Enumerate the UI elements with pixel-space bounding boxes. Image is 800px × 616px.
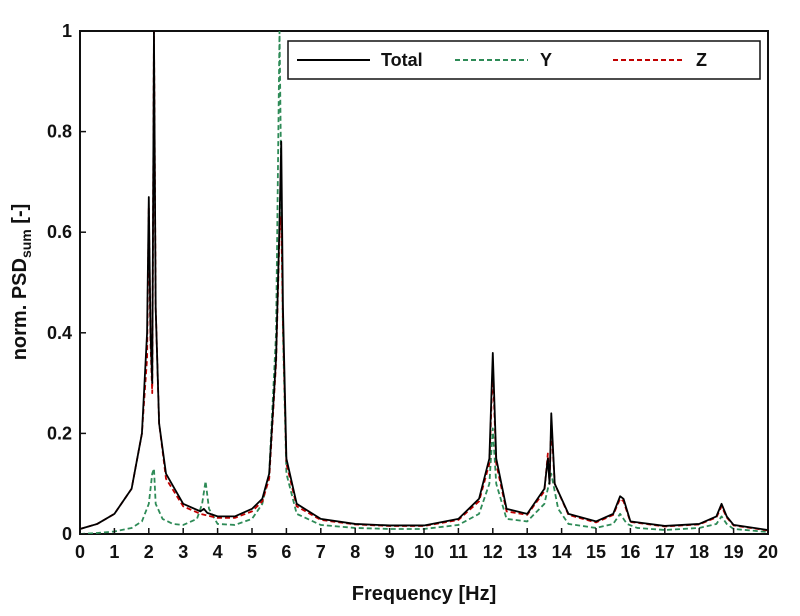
x-axis: 0 1 2 3 4 5 6 7 8 9 10 11 12 13 14 15 16 17 18 19 20 xyxy=(75,528,778,562)
y-tick-label: 0.2 xyxy=(47,423,72,443)
y-tick-label: 0 xyxy=(62,524,72,544)
y-tick-label: 1 xyxy=(62,21,72,41)
x-tick-label: 9 xyxy=(385,542,395,562)
y-axis-title-main: norm. PSD xyxy=(9,258,31,360)
x-tick-label: 18 xyxy=(689,542,709,562)
x-axis-title: Frequency [Hz] xyxy=(352,583,496,605)
x-tick-label: 7 xyxy=(316,542,326,562)
x-tick-label: 1 xyxy=(109,542,119,562)
x-tick-label: 6 xyxy=(281,542,291,562)
y-axis-title-suffix: [-] xyxy=(9,204,31,230)
x-tick-label: 17 xyxy=(655,542,675,562)
y-axis-title: norm. PSDsum [-] xyxy=(9,204,34,361)
x-tick-label: 2 xyxy=(144,542,154,562)
y-tick-label: 0.8 xyxy=(47,122,72,142)
legend-label-z: Z xyxy=(696,50,707,70)
plot-area xyxy=(79,30,769,535)
x-tick-label: 19 xyxy=(724,542,744,562)
legend-label-y: Y xyxy=(540,50,552,70)
x-tick-label: 8 xyxy=(350,542,360,562)
y-axis: 0 0.2 0.4 0.6 0.8 1 xyxy=(47,21,86,544)
y-tick-label: 0.6 xyxy=(47,222,72,242)
x-tick-label: 3 xyxy=(178,542,188,562)
x-tick-label: 0 xyxy=(75,542,85,562)
x-tick-label: 12 xyxy=(483,542,503,562)
x-tick-label: 14 xyxy=(552,542,572,562)
x-tick-label: 11 xyxy=(449,542,468,562)
legend: Total Y Z xyxy=(287,40,761,80)
x-tick-label: 4 xyxy=(213,542,223,562)
legend-label-total: Total xyxy=(381,50,423,70)
series-layer xyxy=(80,31,768,534)
x-tick-label: 16 xyxy=(620,542,640,562)
x-tick-label: 10 xyxy=(414,542,434,562)
series-line-y xyxy=(80,31,768,534)
x-tick-label: 5 xyxy=(247,542,257,562)
series-line-total xyxy=(80,31,768,531)
x-tick-label: 13 xyxy=(517,542,537,562)
x-tick-label: 15 xyxy=(586,542,606,562)
x-tick-label: 20 xyxy=(758,542,778,562)
plot-frame xyxy=(79,30,769,535)
y-axis-title-subscript: sum xyxy=(18,229,34,258)
y-tick-label: 0.4 xyxy=(47,323,72,343)
